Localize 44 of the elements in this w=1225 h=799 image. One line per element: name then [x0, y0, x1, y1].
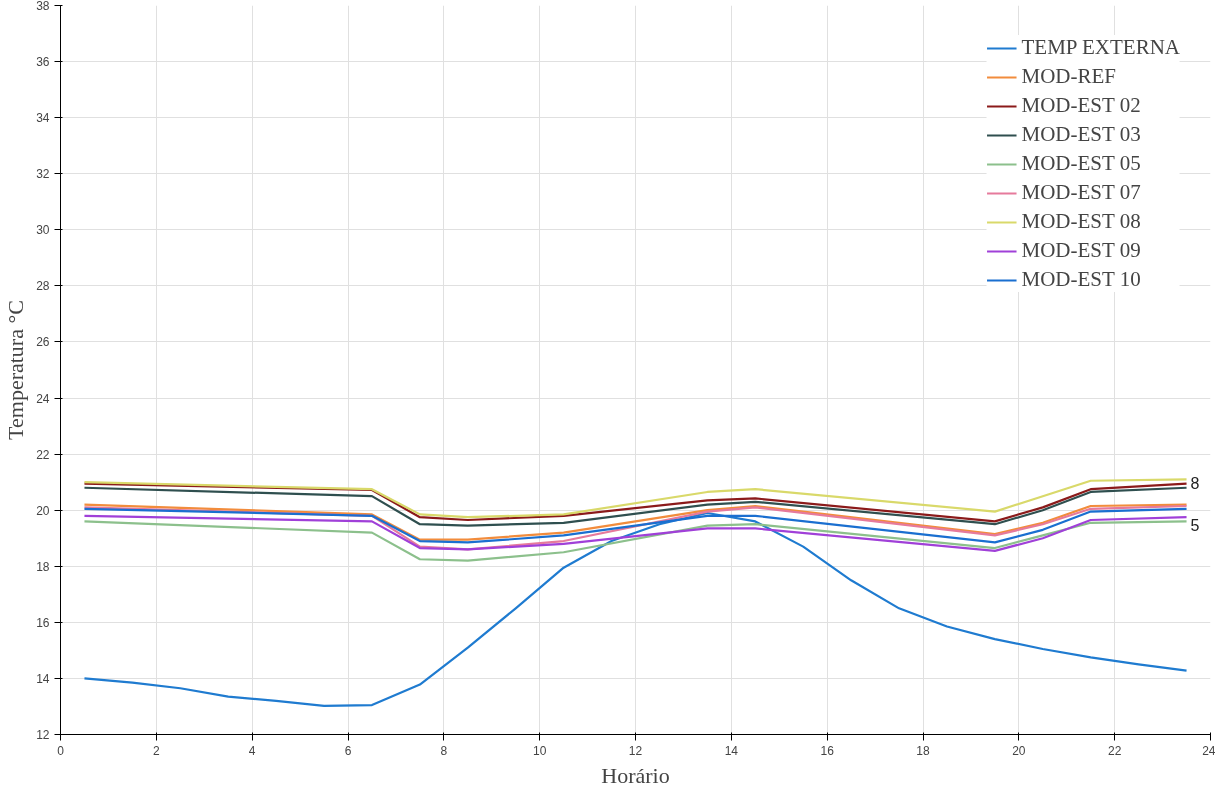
y-tick-label: 34 [36, 111, 50, 126]
y-tick-label: 36 [36, 55, 50, 70]
line-series [83, 520, 1188, 562]
legend-label: MOD-EST 09 [1021, 238, 1141, 263]
line-series [83, 511, 1188, 707]
x-tick-label: 8 [440, 743, 448, 758]
y-axis-title: Temperatura °C [3, 300, 29, 440]
legend-label: MOD-EST 08 [1021, 209, 1141, 234]
legend-label: TEMP EXTERNA [1021, 35, 1180, 60]
legend-label: MOD-REF [1021, 64, 1117, 89]
y-tick-label: 26 [36, 335, 50, 350]
line-series [83, 514, 1188, 552]
legend-label: MOD-EST 10 [1021, 267, 1141, 292]
legend-label: MOD-EST 03 [1021, 122, 1141, 147]
y-tick-label: 18 [36, 559, 50, 574]
y-tick-label: 32 [36, 167, 50, 182]
x-tick-label: 12 [628, 743, 643, 758]
y-tick-label: 22 [36, 447, 50, 462]
y-tick-label: 24 [36, 391, 50, 406]
y-tick-label: 20 [36, 503, 50, 518]
x-tick-label: 14 [724, 743, 739, 758]
x-tick-label: 18 [916, 743, 930, 758]
y-tick-label: 12 [36, 728, 50, 742]
x-tick-label: 24 [1202, 743, 1216, 758]
line-series [83, 504, 1188, 551]
annotation: 5 [1190, 517, 1200, 535]
x-tick-label: 20 [1012, 743, 1026, 758]
y-tick-label: 16 [36, 615, 50, 630]
x-tick-label: 10 [532, 743, 547, 758]
annotation: 8 [1190, 475, 1200, 493]
y-tick-label: 14 [36, 671, 50, 686]
x-tick-label: 16 [820, 743, 835, 758]
legend-label: MOD-EST 02 [1021, 93, 1141, 118]
x-tick-label: 6 [344, 743, 352, 758]
y-tick-label: 28 [36, 279, 50, 294]
y-tick-label: 38 [36, 0, 50, 13]
x-tick-label: 4 [248, 743, 256, 758]
x-tick-label: 22 [1107, 743, 1122, 758]
legend-label: MOD-EST 05 [1021, 151, 1141, 176]
x-axis-title: Horário [601, 762, 670, 788]
legend-label: MOD-EST 07 [1021, 180, 1141, 205]
y-tick-label: 30 [36, 223, 50, 238]
x-tick-label: 0 [57, 743, 65, 758]
x-tick-label: 2 [153, 743, 160, 758]
